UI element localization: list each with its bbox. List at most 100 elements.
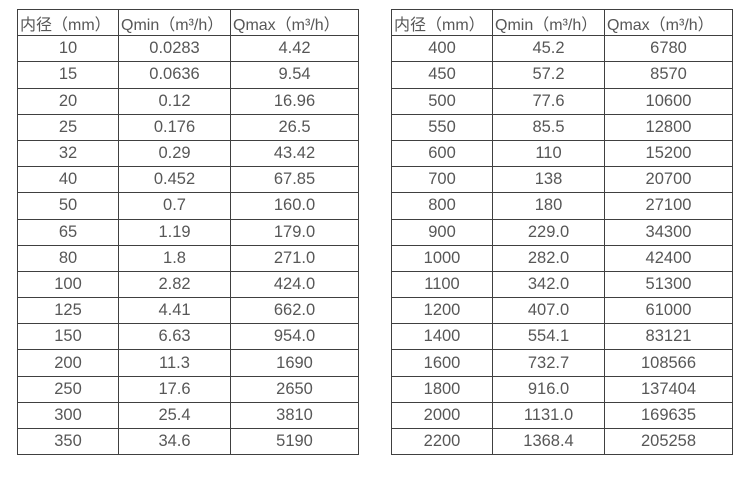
cell: 10 <box>17 35 119 63</box>
cell: 42400 <box>604 244 733 272</box>
table-row: 900 229.0 34300 <box>391 218 733 246</box>
table-row: 1200 407.0 61000 <box>391 297 733 325</box>
cell: 6.63 <box>118 323 231 351</box>
cell: 34.6 <box>118 427 231 456</box>
table-row: 1800 916.0 137404 <box>391 375 733 403</box>
cell: 15 <box>17 61 119 89</box>
table-row: 300 25.4 3810 <box>17 401 359 430</box>
cell: 17.6 <box>118 375 231 403</box>
table-row: 10 0.0283 4.42 <box>17 35 359 63</box>
cell: 1100 <box>391 270 493 299</box>
cell: 554.1 <box>492 323 605 351</box>
table-row: 40 0.452 67.85 <box>17 166 359 194</box>
cell: 4.42 <box>230 35 359 63</box>
cell: 800 <box>391 192 493 220</box>
column-header: 内径（mm） <box>17 8 119 37</box>
table-row: 32 0.29 43.42 <box>17 139 359 168</box>
cell: 1600 <box>391 349 493 377</box>
table-row: 80 1.8 271.0 <box>17 244 359 272</box>
cell: 2650 <box>230 375 359 403</box>
table-row: 1000 282.0 42400 <box>391 244 733 272</box>
cell: 1200 <box>391 297 493 325</box>
cell: 1000 <box>391 244 493 272</box>
cell: 8570 <box>604 61 733 89</box>
column-header: Qmax（m³/h） <box>230 8 359 37</box>
flow-table-right: 内径（mm） Qmin（m³/h） Qmax（m³/h） 400 45.2 6780 45… <box>391 8 733 456</box>
cell: 4.41 <box>118 297 231 325</box>
cell: 1400 <box>391 323 493 351</box>
cell: 250 <box>17 375 119 403</box>
table-row: 800 180 27100 <box>391 192 733 220</box>
cell: 2200 <box>391 427 493 456</box>
table-row: 65 1.19 179.0 <box>17 218 359 246</box>
table-row: 15 0.0636 9.54 <box>17 61 359 89</box>
cell: 271.0 <box>230 244 359 272</box>
cell: 11.3 <box>118 349 231 377</box>
cell: 1368.4 <box>492 427 605 456</box>
cell: 57.2 <box>492 61 605 89</box>
cell: 15200 <box>604 139 733 168</box>
cell: 1690 <box>230 349 359 377</box>
column-header: Qmin（m³/h） <box>118 8 231 37</box>
flow-rate-spec-tables: 内径（mm） Qmin（m³/h） Qmax（m³/h） 10 0.0283 4.42 1… <box>17 8 733 456</box>
cell: 138 <box>492 166 605 194</box>
cell: 16.96 <box>230 87 359 115</box>
cell: 900 <box>391 218 493 246</box>
cell: 229.0 <box>492 218 605 246</box>
cell: 400 <box>391 35 493 63</box>
table-row: 250 17.6 2650 <box>17 375 359 403</box>
cell: 6780 <box>604 35 733 63</box>
table-row: 500 77.6 10600 <box>391 87 733 115</box>
cell: 424.0 <box>230 270 359 299</box>
cell: 137404 <box>604 375 733 403</box>
column-header: Qmin（m³/h） <box>492 8 605 37</box>
cell: 450 <box>391 61 493 89</box>
cell: 300 <box>17 401 119 430</box>
cell: 25.4 <box>118 401 231 430</box>
cell: 12800 <box>604 113 733 141</box>
table-row: 25 0.176 26.5 <box>17 113 359 141</box>
cell: 732.7 <box>492 349 605 377</box>
cell: 0.29 <box>118 139 231 168</box>
cell: 27100 <box>604 192 733 220</box>
cell: 1.8 <box>118 244 231 272</box>
table-body: 400 45.2 6780 450 57.2 8570 500 77.6 10600 550 85.… <box>391 35 733 456</box>
table-row: 125 4.41 662.0 <box>17 297 359 325</box>
table-row: 100 2.82 424.0 <box>17 270 359 299</box>
table-row: 50 0.7 160.0 <box>17 192 359 220</box>
cell: 20700 <box>604 166 733 194</box>
cell: 179.0 <box>230 218 359 246</box>
cell: 26.5 <box>230 113 359 141</box>
cell: 0.12 <box>118 87 231 115</box>
cell: 205258 <box>604 427 733 456</box>
cell: 108566 <box>604 349 733 377</box>
header-row: 内径（mm） Qmin（m³/h） Qmax（m³/h） <box>17 8 359 37</box>
table-row: 150 6.63 954.0 <box>17 323 359 351</box>
table-row: 350 34.6 5190 <box>17 427 359 456</box>
cell: 0.7 <box>118 192 231 220</box>
cell: 77.6 <box>492 87 605 115</box>
cell: 10600 <box>604 87 733 115</box>
cell: 1.19 <box>118 218 231 246</box>
cell: 61000 <box>604 297 733 325</box>
cell: 32 <box>17 139 119 168</box>
cell: 1131.0 <box>492 401 605 430</box>
header-row: 内径（mm） Qmin（m³/h） Qmax（m³/h） <box>391 8 733 37</box>
cell: 40 <box>17 166 119 194</box>
cell: 0.176 <box>118 113 231 141</box>
table-row: 200 11.3 1690 <box>17 349 359 377</box>
cell: 282.0 <box>492 244 605 272</box>
cell: 169635 <box>604 401 733 430</box>
cell: 350 <box>17 427 119 456</box>
cell: 5190 <box>230 427 359 456</box>
cell: 0.0283 <box>118 35 231 63</box>
cell: 67.85 <box>230 166 359 194</box>
cell: 83121 <box>604 323 733 351</box>
cell: 916.0 <box>492 375 605 403</box>
cell: 662.0 <box>230 297 359 325</box>
cell: 100 <box>17 270 119 299</box>
cell: 51300 <box>604 270 733 299</box>
cell: 0.452 <box>118 166 231 194</box>
cell: 550 <box>391 113 493 141</box>
cell: 3810 <box>230 401 359 430</box>
